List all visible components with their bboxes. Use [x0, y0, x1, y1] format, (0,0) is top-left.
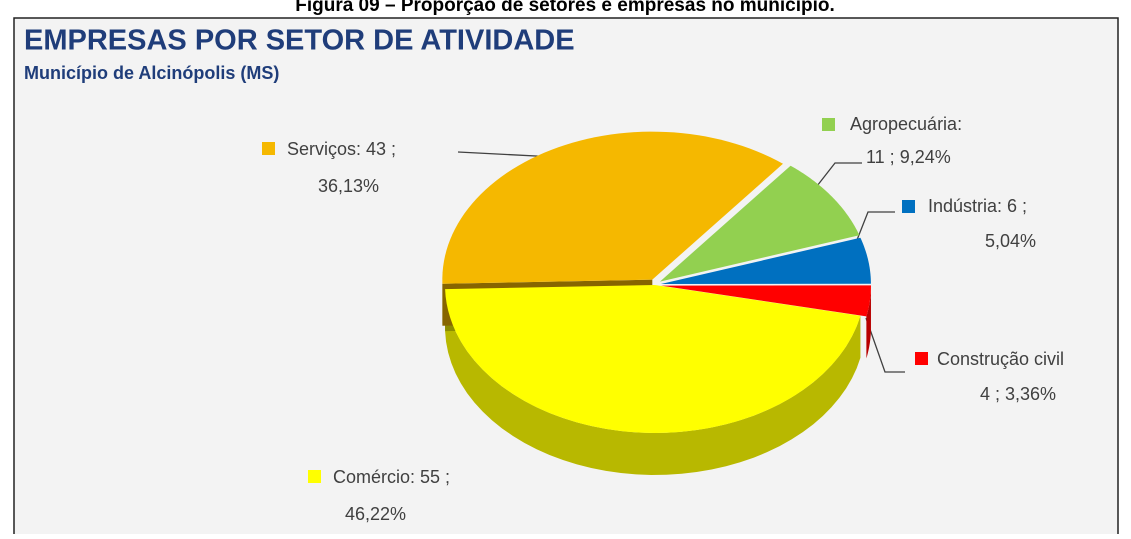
data-label: 46,22% — [345, 504, 406, 524]
legend-swatch — [902, 200, 915, 213]
data-label: Comércio: 55 ; — [333, 467, 450, 487]
data-label: 4 ; 3,36% — [980, 384, 1056, 404]
legend-swatch — [262, 142, 275, 155]
data-label: 36,13% — [318, 176, 379, 196]
data-label: 5,04% — [985, 231, 1036, 251]
legend-swatch — [308, 470, 321, 483]
chart-subtitle: Município de Alcinópolis (MS) — [24, 63, 279, 83]
data-label: Agropecuária: — [850, 114, 962, 134]
legend-swatch — [915, 352, 928, 365]
data-label: 11 ; 9,24% — [866, 147, 951, 167]
data-label: Indústria: 6 ; — [928, 196, 1027, 216]
chart-title: EMPRESAS POR SETOR DE ATIVIDADE — [24, 25, 575, 57]
data-label: Construção civil — [937, 349, 1064, 369]
caption: Figura 09 – Proporção de setores e empre… — [295, 0, 835, 16]
data-label: Serviços: 43 ; — [287, 139, 396, 159]
legend-swatch — [822, 118, 835, 131]
